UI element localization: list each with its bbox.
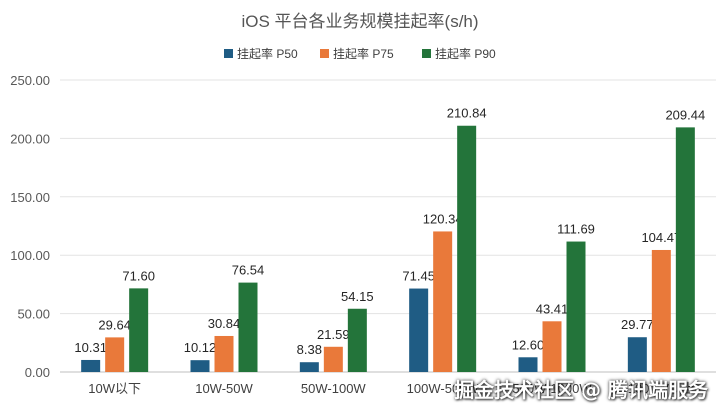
legend-swatch-2 [320, 49, 329, 58]
x-category-label: 500W-1000W [512, 381, 592, 396]
bar-2-2 [214, 335, 234, 372]
y-tick-label: 100.00 [10, 248, 50, 263]
data-label: 71.60 [122, 268, 155, 283]
bar-3-2 [238, 282, 258, 372]
data-label: 21.59 [317, 327, 350, 342]
data-label: 29.64 [98, 317, 131, 332]
y-tick-label: 250.00 [10, 73, 50, 88]
data-label: 8.38 [297, 342, 322, 357]
legend-swatch-1 [224, 49, 233, 58]
data-label: 111.69 [557, 222, 595, 237]
bar-1-1 [81, 359, 101, 372]
bar-1-3 [299, 362, 319, 372]
data-label: 43.41 [536, 301, 569, 316]
chart-title: iOS 平台各业务规模挂起率(s/h) [241, 12, 478, 31]
data-label: 54.15 [341, 289, 374, 304]
y-tick-label: 0.00 [25, 365, 50, 380]
data-label: 10.12 [184, 340, 217, 355]
bar-2-4 [433, 231, 453, 372]
data-label: 12.60 [512, 337, 545, 352]
x-category-label: 100W-500W [407, 381, 480, 396]
bar-3-5 [566, 241, 586, 372]
bar-1-4 [409, 288, 429, 372]
bar-2-3 [323, 346, 343, 372]
y-tick-label: 50.00 [17, 307, 50, 322]
data-label: 76.54 [232, 263, 265, 278]
bar-3-6 [675, 127, 695, 372]
y-tick-label: 150.00 [10, 190, 50, 205]
legend-swatch-3 [422, 49, 431, 58]
x-category-label: 10W-50W [195, 381, 253, 396]
data-label: 10.31 [74, 340, 107, 355]
legend-label-3: 挂起率 P90 [435, 46, 496, 61]
bar-3-1 [129, 288, 149, 372]
data-label: 120.34 [423, 211, 463, 226]
x-category-label: 1000W以上 [628, 381, 695, 396]
bar-3-4 [457, 125, 477, 372]
bar-2-6 [651, 249, 671, 372]
bar-2-1 [105, 337, 125, 372]
legend-label-2: 挂起率 P75 [333, 46, 394, 61]
x-category-label: 50W-100W [301, 381, 367, 396]
bar-1-6 [627, 337, 647, 372]
data-label: 210.84 [447, 106, 487, 121]
data-label: 209.44 [665, 107, 705, 122]
data-label: 71.45 [402, 269, 435, 284]
legend-label-1: 挂起率 P50 [237, 46, 298, 61]
x-category-label: 10W以下 [88, 381, 141, 396]
data-label: 29.77 [621, 317, 654, 332]
data-label: 104.47 [641, 230, 681, 245]
bar-2-5 [542, 321, 562, 372]
bar-3-3 [347, 308, 367, 372]
bar-1-5 [518, 357, 538, 372]
y-tick-label: 200.00 [10, 131, 50, 146]
data-label: 30.84 [208, 316, 241, 331]
bar-1-2 [190, 360, 210, 372]
